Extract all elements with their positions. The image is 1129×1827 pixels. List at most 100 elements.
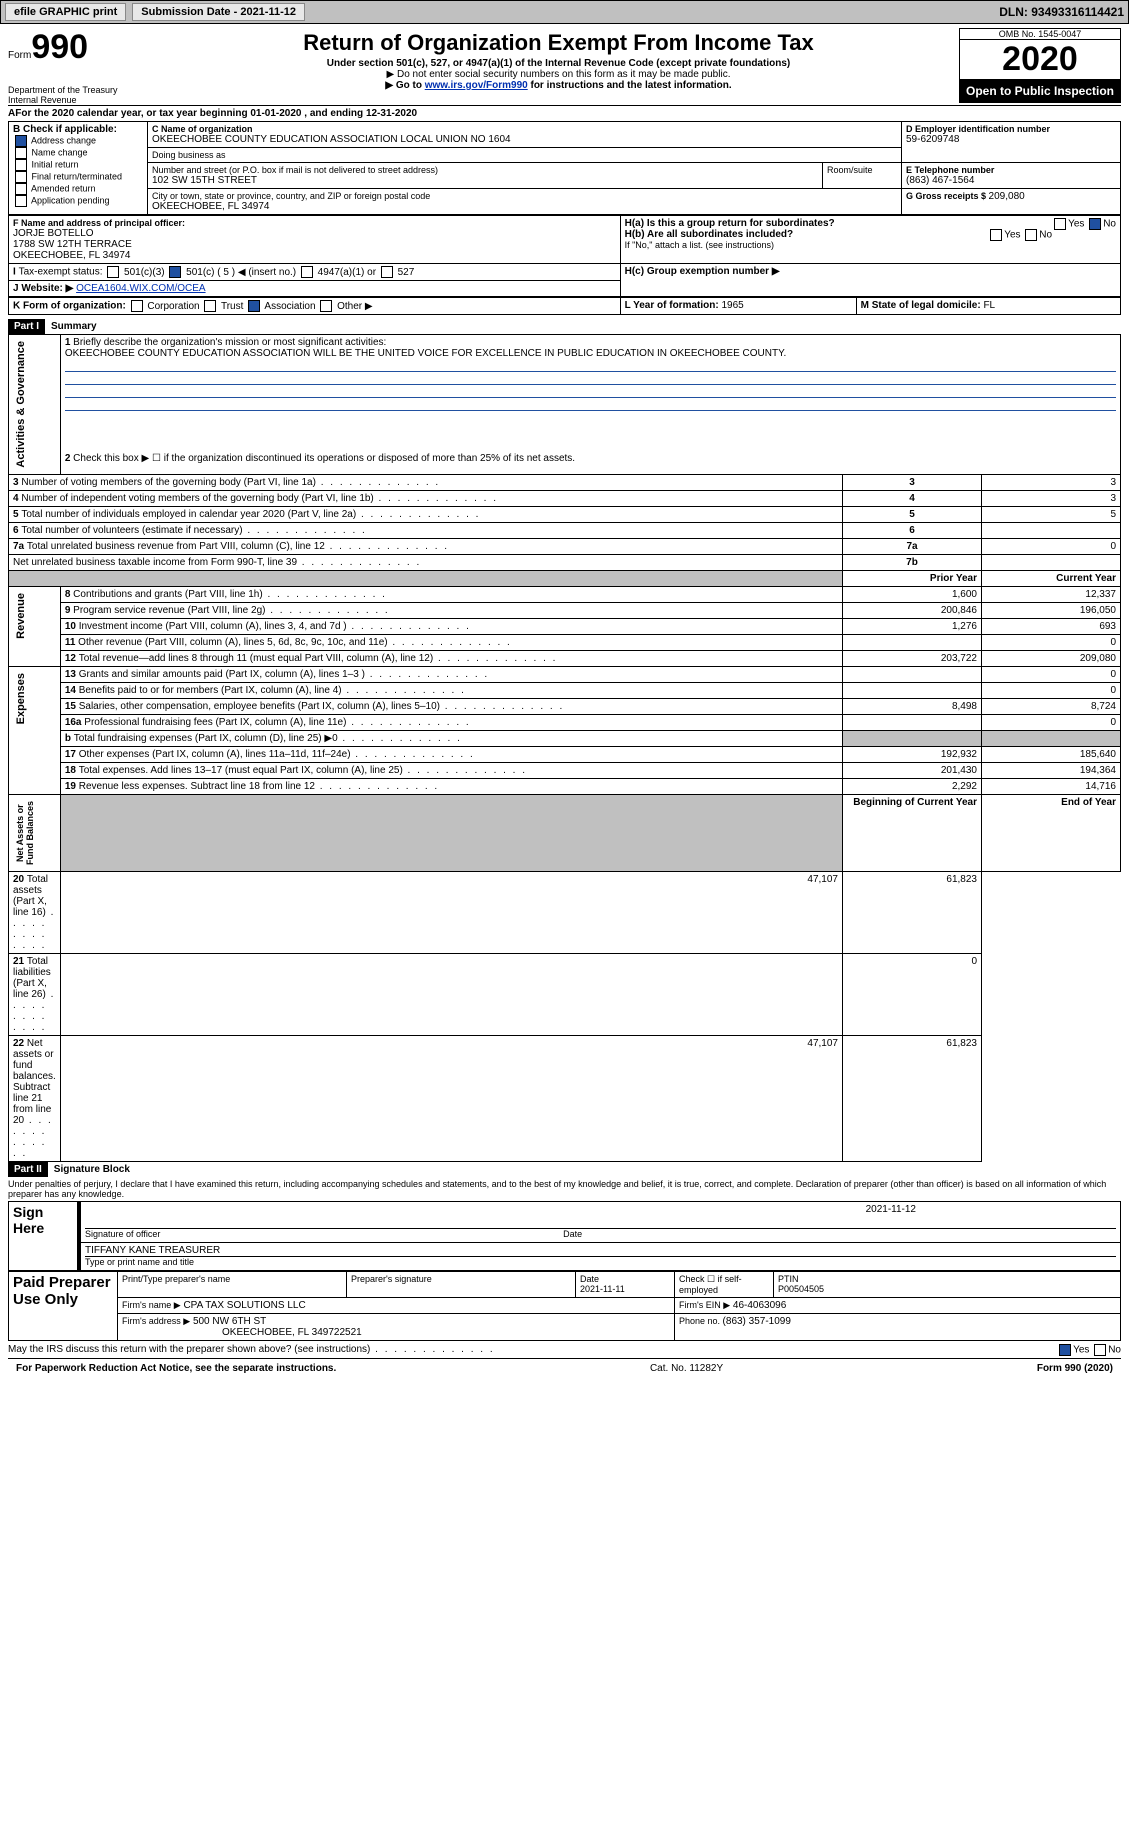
ein: 59-6209748 bbox=[906, 134, 1116, 145]
signer-name-label: Type or print name and title bbox=[85, 1257, 194, 1267]
sign-here-label: Sign Here bbox=[9, 1201, 80, 1270]
street-value: 102 SW 15TH STREET bbox=[152, 175, 818, 186]
city-value: OKEECHOBEE, FL 34974 bbox=[152, 201, 897, 212]
prep-col-ptin: PTIN bbox=[778, 1274, 799, 1284]
part-1-title: Summary bbox=[45, 319, 103, 334]
paid-preparer-label: Paid Preparer Use Only bbox=[9, 1271, 118, 1340]
top-bar: efile GRAPHIC print Submission Date - 20… bbox=[0, 0, 1129, 24]
part-2-title: Signature Block bbox=[48, 1162, 136, 1177]
table-row: 4 Number of independent voting members o… bbox=[9, 490, 1121, 506]
q1-label: Briefly describe the organization's miss… bbox=[73, 337, 386, 348]
gross-receipts: 209,080 bbox=[989, 191, 1025, 202]
firm-addr: 500 NW 6TH ST bbox=[193, 1316, 266, 1327]
phone: (863) 467-1564 bbox=[906, 175, 1116, 186]
preparer-table: Paid Preparer Use Only Print/Type prepar… bbox=[8, 1271, 1121, 1341]
table-row: 17 Other expenses (Part IX, column (A), … bbox=[9, 746, 1121, 762]
section-a: AFor the 2020 calendar year, or tax year… bbox=[8, 105, 1121, 121]
table-row: 15 Salaries, other compensation, employe… bbox=[9, 698, 1121, 714]
table-row: 3 Number of voting members of the govern… bbox=[9, 474, 1121, 490]
summary-table: Activities & Governance 1 Briefly descri… bbox=[8, 334, 1121, 1162]
prep-col-self: Check ☐ if self-employed bbox=[675, 1271, 774, 1297]
form-note-2: ▶ Go to www.irs.gov/Form990 for instruct… bbox=[166, 80, 951, 91]
table-row: b Total fundraising expenses (Part IX, c… bbox=[9, 730, 1121, 746]
prep-col-name: Print/Type preparer's name bbox=[118, 1271, 347, 1297]
table-row: 5 Total number of individuals employed i… bbox=[9, 506, 1121, 522]
section-b-label: B Check if applicable: bbox=[13, 124, 143, 135]
form-title-block: Return of Organization Exempt From Incom… bbox=[166, 28, 951, 91]
instructions-link[interactable]: www.irs.gov/Form990 bbox=[425, 80, 528, 91]
section-g-label: G Gross receipts $ bbox=[906, 191, 989, 201]
cat-no: Cat. No. 11282Y bbox=[650, 1363, 723, 1374]
firm-ein-label: Firm's EIN ▶ bbox=[679, 1300, 730, 1310]
submission-date-value: 2021-11-12 bbox=[240, 6, 296, 18]
table-row: 22 Net assets or fund balances. Subtract… bbox=[9, 1035, 1121, 1161]
firm-name: CPA TAX SOLUTIONS LLC bbox=[183, 1300, 305, 1311]
form-footer: Form 990 (2020) bbox=[1037, 1363, 1113, 1374]
firm-phone-label: Phone no. bbox=[679, 1316, 723, 1326]
open-to-public: Open to Public Inspection bbox=[960, 80, 1120, 102]
table-row: Net unrelated business taxable income fr… bbox=[9, 554, 1121, 570]
section-k: K Form of organization: Corporation Trus… bbox=[9, 298, 621, 315]
form-title: Return of Organization Exempt From Incom… bbox=[166, 30, 951, 56]
section-l: L Year of formation: 1965 bbox=[620, 298, 856, 315]
part-2-header: Part II bbox=[8, 1162, 48, 1177]
ptin: P00504505 bbox=[778, 1284, 824, 1294]
table-row: 12 Total revenue—add lines 8 through 11 … bbox=[9, 650, 1121, 666]
prior-year-header: Prior Year bbox=[843, 570, 982, 586]
prep-date: 2021-11-11 bbox=[580, 1284, 625, 1294]
table-row: 18 Total expenses. Add lines 13–17 (must… bbox=[9, 762, 1121, 778]
sig-label: Signature of officer bbox=[85, 1229, 160, 1239]
signer-name: TIFFANY KANE TREASURER bbox=[85, 1245, 220, 1256]
end-year-header: End of Year bbox=[982, 794, 1121, 871]
firm-phone: (863) 357-1099 bbox=[723, 1316, 791, 1327]
h-b: H(b) Are all subordinates included? Yes … bbox=[625, 229, 1116, 240]
dba-label: Doing business as bbox=[152, 150, 897, 160]
q2-text: Check this box ▶ ☐ if the organization d… bbox=[73, 453, 575, 464]
form-number-box: Form990 Department of the Treasury Inter… bbox=[8, 28, 158, 105]
omb-number: OMB No. 1545-0047 bbox=[960, 29, 1120, 39]
table-row: 7a Total unrelated business revenue from… bbox=[9, 538, 1121, 554]
officer-addr1: 1788 SW 12TH TERRACE bbox=[13, 239, 616, 250]
date-label: Date bbox=[563, 1229, 582, 1239]
section-c-label: C Name of organization bbox=[152, 124, 897, 134]
table-row: 9 Program service revenue (Part VIII, li… bbox=[9, 602, 1121, 618]
checkbox-final-return-terminated[interactable]: Final return/terminated bbox=[13, 171, 143, 183]
sign-here-table: Sign Here 2021-11-12 Signature of office… bbox=[8, 1201, 1121, 1271]
firm-addr2: OKEECHOBEE, FL 349722521 bbox=[222, 1327, 362, 1338]
submission-date-label: Submission Date - bbox=[141, 6, 240, 18]
part-1-header: Part I bbox=[8, 319, 45, 334]
officer-name: JORJE BOTELLO bbox=[13, 228, 616, 239]
table-row: 16a Professional fundraising fees (Part … bbox=[9, 714, 1121, 730]
omb-box: OMB No. 1545-0047 2020 Open to Public In… bbox=[959, 28, 1121, 103]
form-prefix: Form bbox=[8, 50, 31, 61]
checkbox-application-pending[interactable]: Application pending bbox=[13, 195, 143, 207]
efile-print-button[interactable]: efile GRAPHIC print bbox=[5, 3, 126, 21]
section-m: M State of legal domicile: FL bbox=[856, 298, 1120, 315]
table-row: 11 Other revenue (Part VIII, column (A),… bbox=[9, 634, 1121, 650]
section-e-label: E Telephone number bbox=[906, 165, 1116, 175]
dln: DLN: 93493316114421 bbox=[999, 5, 1124, 19]
table-row: 6 Total number of volunteers (estimate i… bbox=[9, 522, 1121, 538]
form-note-1: ▶ Do not enter social security numbers o… bbox=[166, 69, 951, 80]
checkbox-name-change[interactable]: Name change bbox=[13, 147, 143, 159]
checkbox-initial-return[interactable]: Initial return bbox=[13, 159, 143, 171]
submission-date-button[interactable]: Submission Date - 2021-11-12 bbox=[132, 3, 305, 21]
firm-addr-label: Firm's address ▶ bbox=[122, 1316, 190, 1326]
checkbox-amended-return[interactable]: Amended return bbox=[13, 183, 143, 195]
table-row: Revenue8 Contributions and grants (Part … bbox=[9, 586, 1121, 602]
table-row: Expenses13 Grants and similar amounts pa… bbox=[9, 666, 1121, 682]
form-number: 990 bbox=[31, 28, 88, 66]
gov-side-label: Activities & Governance bbox=[13, 337, 29, 472]
bal-side-label: Net Assets or Fund Balances bbox=[13, 797, 37, 869]
table-row: 19 Revenue less expenses. Subtract line … bbox=[9, 778, 1121, 794]
table-row: 10 Investment income (Part VIII, column … bbox=[9, 618, 1121, 634]
website-link[interactable]: OCEA1604.WIX.COM/OCEA bbox=[76, 283, 205, 294]
section-f-label: F Name and address of principal officer: bbox=[13, 218, 616, 228]
checkbox-address-change[interactable]: Address change bbox=[13, 135, 143, 147]
h-a: H(a) Is this a group return for subordin… bbox=[625, 218, 1116, 229]
header-table-2: F Name and address of principal officer:… bbox=[8, 215, 1121, 297]
section-d-label: D Employer identification number bbox=[906, 124, 1116, 134]
current-year-header: Current Year bbox=[982, 570, 1121, 586]
prep-col-sig: Preparer's signature bbox=[347, 1271, 576, 1297]
firm-ein: 46-4063096 bbox=[733, 1300, 786, 1311]
